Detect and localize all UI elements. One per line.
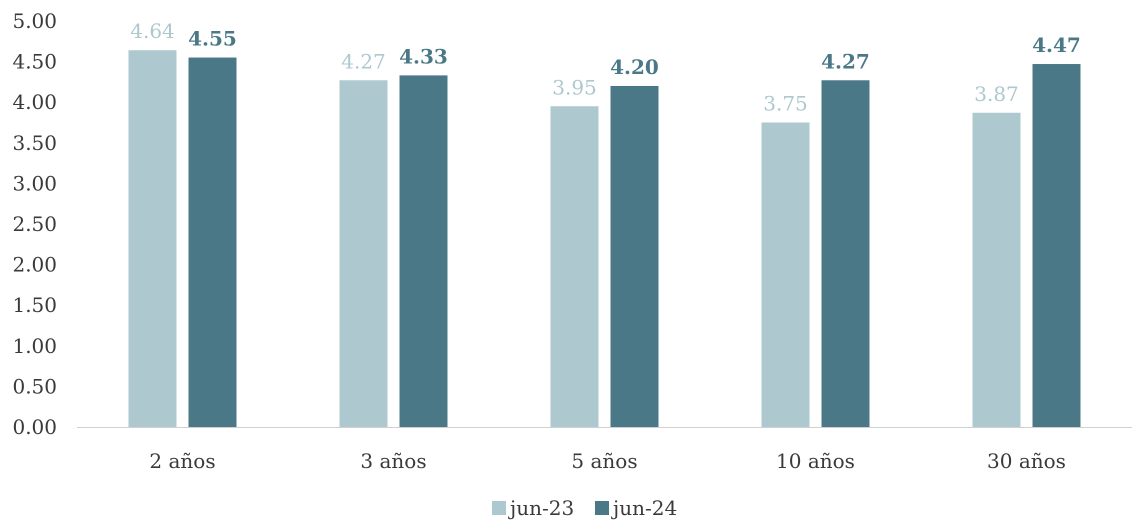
legend-swatch-jun-24 bbox=[595, 501, 609, 515]
bar-group bbox=[128, 50, 1081, 428]
bar-jun-24 bbox=[610, 85, 659, 428]
x-axis-categories: 2 años 3 años 5 años 10 años 30 años bbox=[149, 449, 1066, 473]
x-category-label: 5 años bbox=[571, 449, 637, 473]
y-tick-label: 4.00 bbox=[12, 90, 57, 114]
data-label-jun-24: 4.47 bbox=[1032, 33, 1081, 57]
x-category-label: 30 años bbox=[987, 449, 1066, 473]
bar-jun-23 bbox=[550, 106, 599, 427]
data-label-jun-23: 3.95 bbox=[552, 75, 597, 99]
bar-jun-24 bbox=[1032, 64, 1081, 427]
y-tick-label: 5.00 bbox=[12, 9, 57, 33]
data-label-jun-24: 4.20 bbox=[610, 55, 659, 79]
data-label-jun-23: 3.87 bbox=[974, 82, 1019, 106]
y-tick-label: 0.00 bbox=[12, 415, 57, 439]
legend-label-jun-24: jun-24 bbox=[611, 496, 677, 520]
y-tick-label: 2.00 bbox=[12, 253, 57, 277]
y-tick-label: 4.50 bbox=[12, 50, 57, 74]
bar-jun-23 bbox=[339, 80, 388, 427]
legend: jun-23 jun-24 bbox=[492, 496, 677, 520]
x-category-label: 2 años bbox=[149, 449, 215, 473]
bar-jun-23 bbox=[761, 122, 810, 427]
y-tick-label: 3.00 bbox=[12, 171, 57, 195]
x-category-label: 10 años bbox=[776, 449, 855, 473]
y-tick-label: 0.50 bbox=[12, 374, 57, 398]
bar-jun-24 bbox=[399, 75, 448, 428]
data-label-jun-24: 4.55 bbox=[188, 27, 237, 51]
data-label-jun-24: 4.27 bbox=[821, 49, 870, 73]
data-label-jun-23: 4.27 bbox=[341, 49, 386, 73]
data-label-jun-24: 4.33 bbox=[399, 44, 448, 68]
y-tick-label: 3.50 bbox=[12, 131, 57, 155]
bar-jun-23 bbox=[128, 50, 177, 428]
data-label-jun-23: 4.64 bbox=[130, 19, 175, 43]
bar-jun-24 bbox=[188, 57, 237, 427]
y-tick-label: 1.00 bbox=[12, 334, 57, 358]
data-label-jun-23: 3.75 bbox=[763, 92, 808, 116]
y-axis-ticks: 0.00 0.50 1.00 1.50 2.00 2.50 3.00 3.50 4.00 4.50… bbox=[12, 9, 57, 439]
legend-label-jun-23: jun-23 bbox=[508, 496, 574, 520]
legend-swatch-jun-23 bbox=[492, 501, 506, 515]
x-category-label: 3 años bbox=[360, 449, 426, 473]
y-tick-label: 1.50 bbox=[12, 293, 57, 317]
y-tick-label: 2.50 bbox=[12, 212, 57, 236]
bar-jun-23 bbox=[972, 112, 1021, 428]
data-labels: 4.64 4.55 4.27 4.33 3.95 4.20 3.75 4.27 3.87 4.47 bbox=[130, 19, 1081, 115]
bar-jun-24 bbox=[821, 80, 870, 427]
